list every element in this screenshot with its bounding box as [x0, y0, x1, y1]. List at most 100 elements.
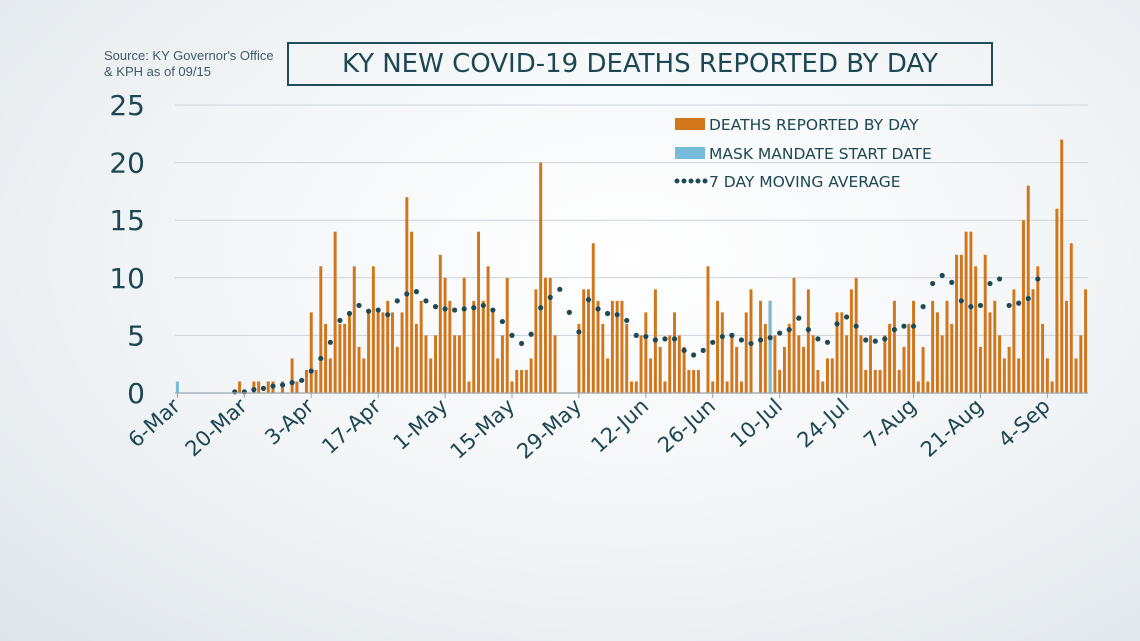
death-bar — [854, 277, 858, 393]
death-bar — [343, 323, 347, 393]
average-point — [576, 329, 582, 335]
death-bar — [935, 312, 939, 393]
average-point — [949, 279, 955, 286]
death-bar — [921, 346, 925, 393]
death-bar — [539, 162, 543, 393]
average-point — [767, 335, 773, 341]
death-bar — [582, 289, 586, 393]
death-bar — [524, 369, 528, 393]
average-point — [270, 383, 276, 389]
death-bar — [429, 358, 433, 393]
average-point — [872, 338, 878, 344]
average-point — [566, 309, 572, 315]
average-point — [681, 347, 687, 353]
death-bar — [873, 369, 877, 393]
average-point — [318, 355, 324, 362]
average-point — [604, 310, 611, 317]
average-point — [394, 298, 400, 304]
average-point — [691, 352, 697, 358]
average-point — [757, 337, 764, 343]
chart-title: KY NEW COVID-19 DEATHS REPORTED BY DAY — [341, 49, 939, 79]
death-bar — [706, 266, 710, 393]
death-bar — [826, 358, 829, 393]
death-bar — [668, 335, 672, 393]
average-point — [547, 294, 553, 300]
average-point — [585, 297, 592, 303]
death-bar — [811, 335, 815, 393]
death-bar — [840, 312, 844, 393]
average-point — [853, 323, 859, 329]
bar-series — [175, 139, 1088, 393]
source-note: Source: KY Governor's Office & KPH as of… — [104, 48, 294, 80]
death-bar — [357, 346, 361, 393]
x-tick-label: 21-Aug — [916, 394, 988, 462]
average-point — [260, 385, 267, 391]
death-bar — [467, 381, 471, 393]
death-bar — [658, 346, 662, 393]
death-bar — [735, 346, 739, 393]
legend-swatch-average-dot — [674, 178, 680, 184]
death-bar — [352, 266, 356, 393]
death-bar — [257, 381, 261, 393]
death-bar — [481, 300, 485, 393]
death-bar — [802, 346, 806, 393]
death-bar — [472, 300, 476, 393]
death-bar — [371, 266, 375, 393]
death-bar — [347, 312, 351, 393]
death-bar — [1017, 358, 1021, 393]
death-bar — [773, 335, 777, 393]
death-bar — [744, 312, 748, 393]
death-bar — [477, 231, 481, 393]
x-tick-label: 7-Aug — [859, 394, 921, 453]
death-bar — [1079, 335, 1083, 393]
death-bar — [496, 358, 500, 393]
average-point — [700, 347, 706, 353]
legend-swatch-average-dot — [695, 178, 701, 184]
legend-label: MASK MANDATE START DATE — [709, 145, 932, 163]
death-bar — [1050, 381, 1054, 393]
death-bar — [830, 358, 834, 393]
death-bar — [845, 335, 849, 393]
death-bar — [443, 277, 447, 393]
death-bar — [950, 323, 954, 393]
death-bar — [1007, 346, 1011, 393]
average-point — [404, 291, 410, 297]
death-bar — [510, 381, 514, 393]
average-point — [624, 317, 630, 324]
death-bar — [295, 381, 299, 393]
average-point — [977, 302, 984, 309]
average-point — [346, 310, 353, 317]
legend-label: 7 DAY MOVING AVERAGE — [709, 173, 901, 191]
death-bar — [792, 277, 796, 393]
death-bar — [778, 369, 782, 393]
average-point — [432, 304, 439, 310]
death-bar — [998, 335, 1002, 393]
death-bar — [1055, 208, 1059, 393]
average-point — [901, 323, 907, 329]
death-bar — [739, 381, 743, 393]
death-bar — [367, 312, 371, 393]
average-point — [930, 280, 936, 287]
death-bar — [362, 358, 366, 393]
death-bar — [883, 335, 887, 393]
average-point — [614, 312, 620, 318]
death-bar — [290, 358, 294, 393]
death-bar — [782, 346, 786, 393]
x-tick-label: 4-Sep — [994, 394, 1055, 452]
average-point — [815, 336, 821, 342]
death-bar — [639, 335, 643, 393]
death-bar — [266, 381, 270, 393]
average-point — [805, 327, 811, 333]
average-point — [643, 333, 649, 340]
death-bar — [314, 369, 318, 393]
death-bar — [304, 369, 308, 393]
average-point — [863, 337, 869, 343]
average-point — [595, 306, 601, 312]
moving-average-series — [232, 272, 1041, 395]
death-bar — [711, 381, 715, 393]
average-point — [968, 304, 974, 310]
average-point — [738, 337, 745, 343]
death-bar — [238, 381, 242, 393]
average-point — [1006, 302, 1012, 309]
average-point — [490, 307, 496, 313]
